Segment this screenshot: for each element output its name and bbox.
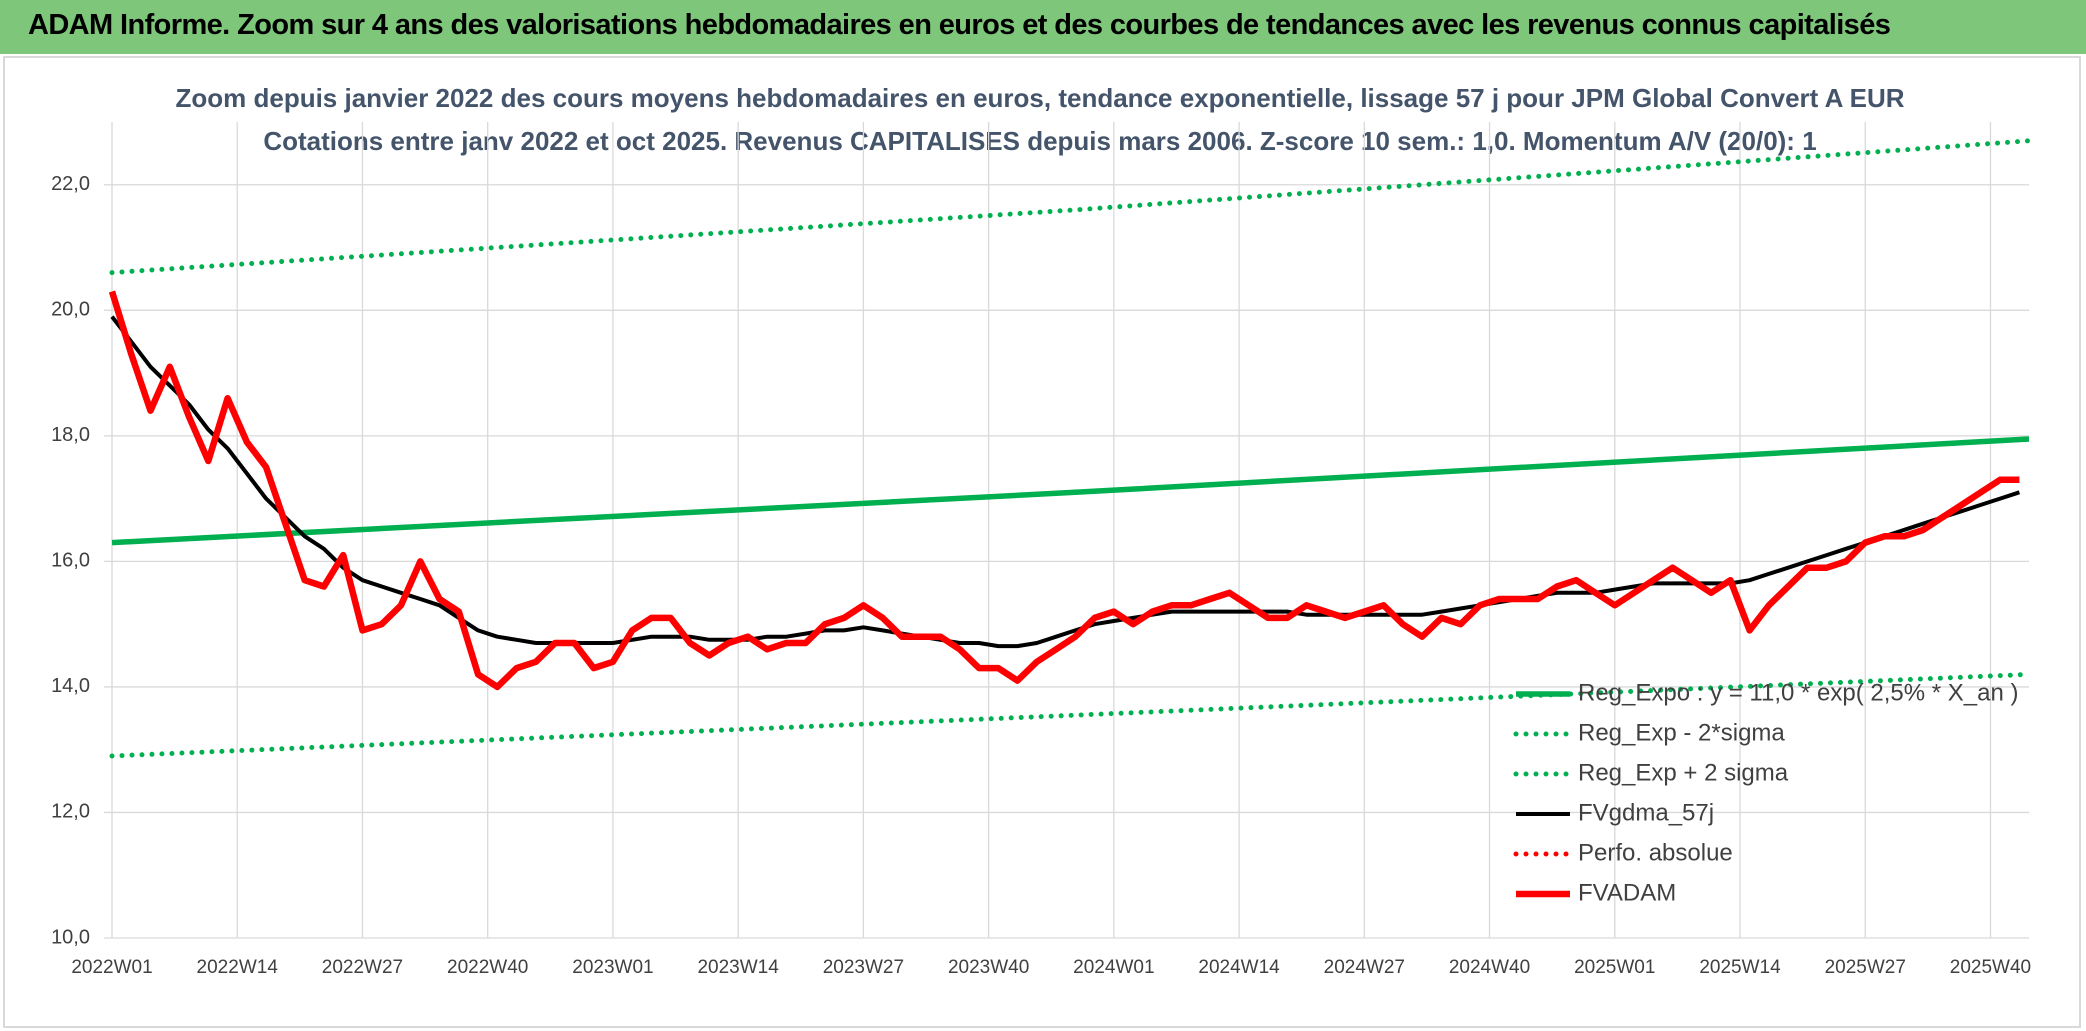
y-tick-label: 14,0: [51, 675, 90, 697]
series-line: [109, 671, 2032, 759]
series-line: [111, 436, 2030, 546]
x-tick-label: 2023W40: [948, 957, 1029, 978]
x-tick-label: 2022W40: [447, 957, 528, 978]
x-tick-label: 2024W27: [1324, 957, 1405, 978]
legend-label: Reg_Exp + 2 sigma: [1578, 759, 1789, 786]
y-tick-label: 10,0: [51, 926, 90, 948]
chart-title: Zoom depuis janvier 2022 des cours moyen…: [175, 83, 1904, 113]
x-tick-label: 2025W14: [1699, 957, 1781, 978]
series-line: [109, 138, 2032, 276]
y-tick-label: 20,0: [51, 299, 90, 321]
x-tick-label: 2022W14: [197, 957, 279, 978]
x-tick-label: 2022W01: [71, 957, 152, 978]
x-tick-label: 2025W40: [1950, 957, 2031, 978]
chart-frame: [3, 56, 2081, 1028]
header: ADAM Informe. Zoom sur 4 ans des valoris…: [0, 0, 2086, 54]
x-tick-label: 2025W27: [1825, 957, 1906, 978]
y-tick-label: 12,0: [51, 801, 90, 823]
series-line: [108, 290, 2020, 691]
x-tick-label: 2024W14: [1198, 957, 1280, 978]
legend-label: Reg_Expo : y = 11,0 * exp( 2,5% * X_an ): [1578, 679, 2018, 706]
x-tick-label: 2023W14: [697, 957, 779, 978]
y-tick-label: 16,0: [51, 550, 90, 572]
x-tick-label: 2023W27: [823, 957, 904, 978]
legend-label: Perfo. absolue: [1578, 839, 1733, 866]
y-tick-label: 22,0: [51, 173, 90, 195]
legend-label: Reg_Exp - 2*sigma: [1578, 719, 1785, 746]
x-tick-label: 2022W27: [322, 957, 403, 978]
chart-subtitle: Cotations entre janv 2022 et oct 2025. R…: [263, 126, 1816, 156]
y-tick-label: 18,0: [51, 424, 90, 446]
legend-label: FVgdma_57j: [1578, 799, 1714, 826]
header-title: ADAM Informe. Zoom sur 4 ans des valoris…: [28, 9, 1891, 41]
chart: Zoom depuis janvier 2022 des cours moyen…: [3, 56, 2081, 1028]
x-tick-label: 2024W01: [1073, 957, 1154, 978]
legend-label: FVADAM: [1578, 879, 1676, 906]
x-tick-label: 2024W40: [1449, 957, 1530, 978]
x-tick-label: 2023W01: [572, 957, 653, 978]
x-tick-label: 2025W01: [1574, 957, 1655, 978]
